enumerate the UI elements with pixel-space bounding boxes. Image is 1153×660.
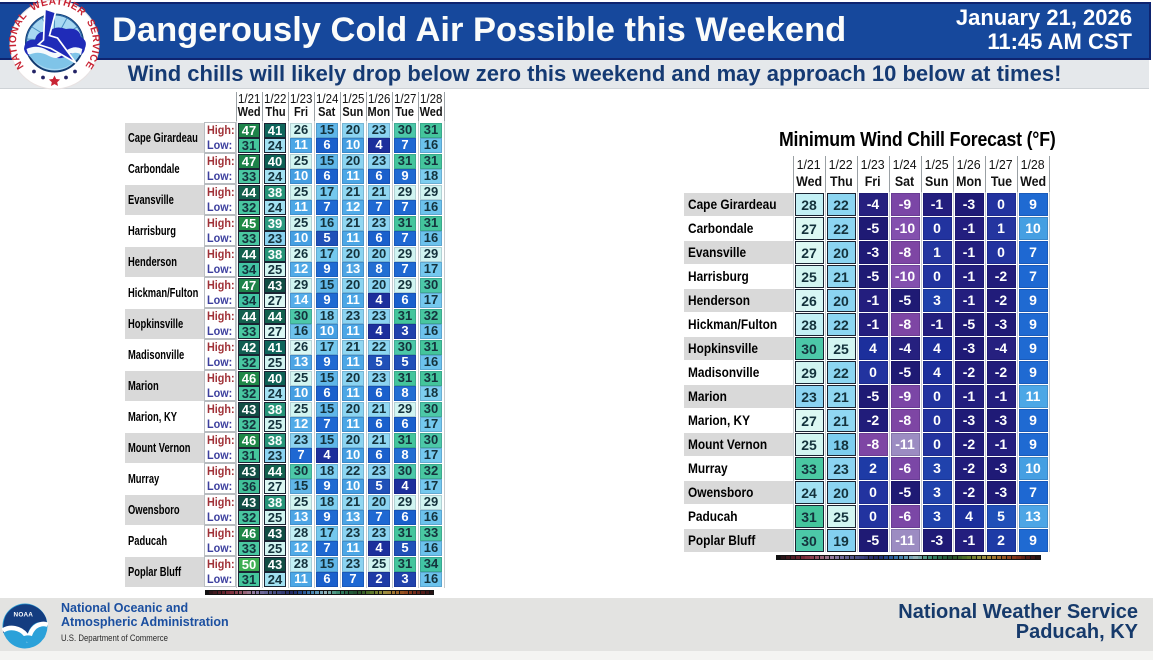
svg-text:NOAA: NOAA bbox=[14, 612, 34, 619]
